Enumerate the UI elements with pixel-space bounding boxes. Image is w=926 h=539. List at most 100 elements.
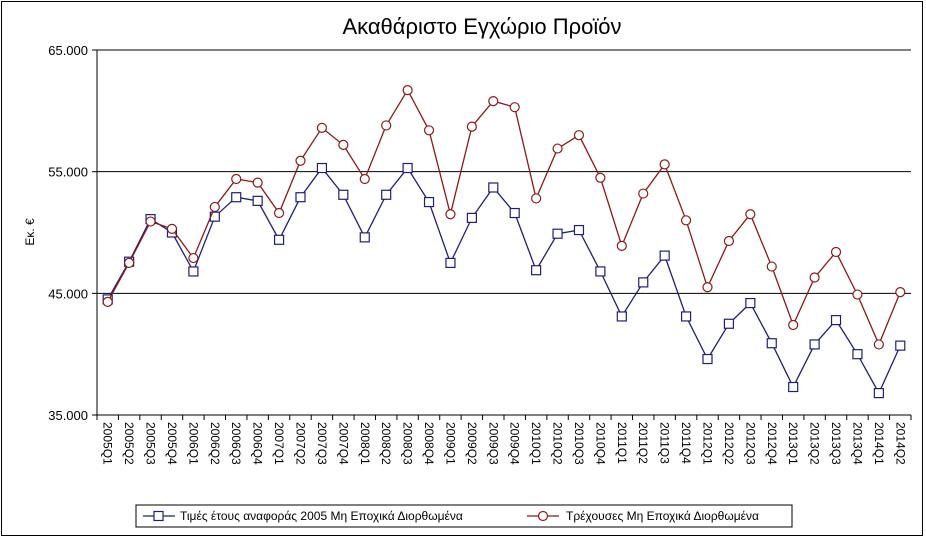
series-2-point-10 <box>316 122 328 133</box>
series-2-point-29 <box>723 235 735 247</box>
series-1-point-22 <box>573 224 585 236</box>
x-tick-label-4: 2006Q1 <box>186 422 200 465</box>
series-1-point-20 <box>531 265 542 276</box>
x-tick-label-31: 2012Q4 <box>765 422 779 465</box>
series-2-point-31 <box>766 261 777 272</box>
x-tick-label-34: 2013Q3 <box>829 422 843 465</box>
y-tick-label-0: 35.000 <box>48 408 88 423</box>
series-1-point-12 <box>359 232 370 243</box>
x-tick-label-22: 2010Q3 <box>572 422 586 465</box>
series-2-point-4 <box>188 252 199 264</box>
series-2-point-6 <box>231 173 242 185</box>
series-2-point-26 <box>659 159 670 170</box>
legend-marker-series-1 <box>153 510 164 522</box>
x-tick-labels: 2005Q1 2005Q2 2005Q3 2005Q4 2006Q1 2006Q2 2006… <box>101 422 908 465</box>
series-1-point-14 <box>402 162 413 174</box>
series-2-point-1 <box>124 257 135 269</box>
series-2-point-36 <box>873 339 884 350</box>
series-1-point-32 <box>788 381 799 393</box>
series-2-point-27 <box>680 215 692 226</box>
x-tick-label-21: 2010Q2 <box>551 422 565 465</box>
x-tick-label-32: 2013Q1 <box>786 422 800 465</box>
series-2-point-37 <box>895 287 906 298</box>
series-1-point-21 <box>552 228 563 239</box>
series-1-point-25 <box>638 277 649 288</box>
series-2-point-16 <box>445 209 456 220</box>
x-tick-label-36: 2014Q1 <box>872 422 886 465</box>
x-tick-label-23: 2010Q4 <box>593 422 607 465</box>
x-tick-label-35: 2013Q4 <box>850 422 864 465</box>
y-axis-label: Εκ. € <box>23 218 37 246</box>
x-tick-label-9: 2007Q2 <box>294 422 308 465</box>
series-1-point-37 <box>895 340 906 351</box>
axes <box>92 49 912 420</box>
x-tick-label-19: 2009Q4 <box>508 422 522 465</box>
x-tick-label-10: 2007Q3 <box>315 422 329 465</box>
x-tick-label-24: 2011Q1 <box>615 422 629 464</box>
series-1-point-6 <box>231 192 242 203</box>
series-2-point-19 <box>509 102 520 113</box>
series-2-point-7 <box>252 177 263 188</box>
legend: Τιμές έτους αναφοράς 2005 Μη Εποχικά Διο… <box>135 504 793 528</box>
series-1-point-31 <box>766 338 777 349</box>
series-2-point-23 <box>595 172 606 183</box>
series-1-point-27 <box>680 311 692 322</box>
x-tick-label-25: 2011Q2 <box>636 422 650 464</box>
series-2-point-24 <box>616 240 627 251</box>
legend-label-series-2: Τρέχουσες Μη Εποχικά Διορθωμένα <box>566 509 759 523</box>
x-tick-label-1: 2005Q2 <box>122 422 136 465</box>
x-tick-label-8: 2007Q1 <box>272 422 286 465</box>
y-tick-label-2: 55.000 <box>48 165 88 180</box>
series-1-point-8 <box>273 234 285 245</box>
series-2-point-15 <box>423 125 435 136</box>
series-1-point-24 <box>616 311 627 322</box>
series-1-point-15 <box>423 196 435 208</box>
series-2-point-3 <box>166 223 178 234</box>
gridlines <box>97 49 911 294</box>
series-2-line <box>107 88 901 347</box>
series-2-point-35 <box>852 289 863 300</box>
series-1-point-13 <box>381 189 392 200</box>
series-1-point-9 <box>295 192 306 203</box>
series-1-point-11 <box>338 189 349 200</box>
series-1-point-19 <box>509 207 520 219</box>
x-tick-label-14: 2008Q3 <box>401 422 415 465</box>
series-1-point-16 <box>445 257 456 269</box>
series-2-point-18 <box>488 95 499 107</box>
series-1-point-34 <box>830 315 842 326</box>
x-tick-label-29: 2012Q2 <box>722 422 736 465</box>
y-tick-labels: 35.000 45.000 55.000 65.000 <box>48 43 88 423</box>
series-2-point-30 <box>745 209 756 220</box>
x-tick-label-11: 2007Q4 <box>336 422 350 465</box>
x-tick-label-16: 2009Q1 <box>443 422 457 465</box>
series-1-point-26 <box>659 250 670 261</box>
x-tick-label-30: 2012Q3 <box>743 422 757 465</box>
series-2-point-21 <box>552 143 563 154</box>
series-1-point-33 <box>809 339 820 350</box>
series-1-point-30 <box>745 297 756 309</box>
series-2-point-2 <box>145 216 156 227</box>
x-tick-label-27: 2011Q4 <box>679 422 693 464</box>
series-2-point-13 <box>381 120 392 131</box>
x-tick-label-5: 2006Q2 <box>208 422 222 465</box>
series-2-point-20 <box>531 193 542 204</box>
series-1-point-4 <box>188 266 199 277</box>
x-tick-label-15: 2008Q4 <box>422 422 436 465</box>
series-2-point-28 <box>702 282 713 293</box>
x-tick-label-33: 2013Q2 <box>808 422 822 465</box>
series-1-point-36 <box>873 388 884 399</box>
legend-box <box>135 504 793 528</box>
y-tick-label-3: 65.000 <box>48 43 88 58</box>
series-1-point-23 <box>595 266 606 277</box>
x-tick-label-7: 2006Q4 <box>251 422 265 465</box>
series-1-point-29 <box>723 318 735 329</box>
x-tick-label-18: 2009Q3 <box>486 422 500 465</box>
series-1-point-17 <box>466 212 477 223</box>
legend-label-series-1: Τιμές έτους αναφοράς 2005 Μη Εποχικά Διο… <box>180 509 463 523</box>
series-2-point-0 <box>102 296 113 307</box>
series-2-point-8 <box>273 207 285 219</box>
series-1-line <box>107 166 901 395</box>
series-1-point-18 <box>488 182 499 193</box>
x-tick-label-13: 2008Q2 <box>379 422 393 465</box>
